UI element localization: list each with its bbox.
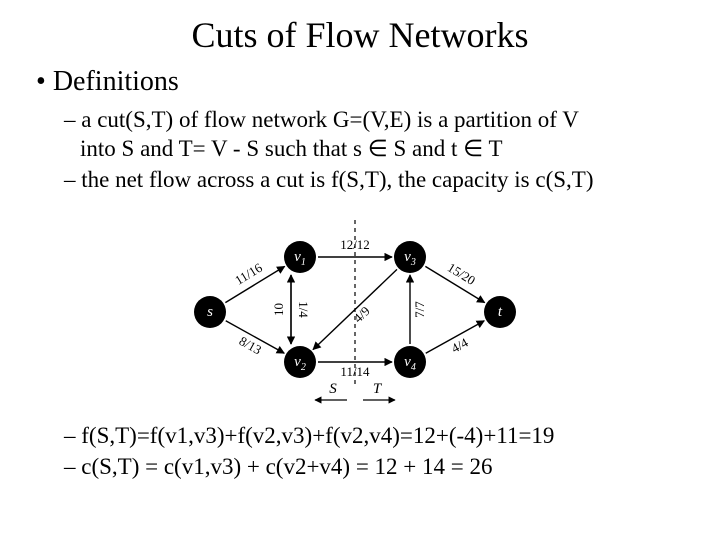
svg-text:s: s bbox=[207, 304, 213, 320]
flow-network-diagram: 11/168/1312/12101/411/144/97/715/204/4sv… bbox=[30, 212, 690, 412]
svg-text:8/13: 8/13 bbox=[237, 333, 264, 357]
svg-text:S: S bbox=[329, 381, 337, 397]
def-cut: a cut(S,T) of flow network G=(V,E) is a … bbox=[80, 106, 690, 164]
flow-equation: f(S,T)=f(v1,v3)+f(v2,v3)+f(v2,v4)=12+(-4… bbox=[80, 422, 690, 451]
svg-text:4/9: 4/9 bbox=[350, 303, 372, 325]
svg-text:7/7: 7/7 bbox=[412, 301, 427, 318]
def-cut-line1: a cut(S,T) of flow network G=(V,E) is a … bbox=[81, 107, 579, 132]
svg-text:10: 10 bbox=[271, 303, 286, 316]
svg-text:1/4: 1/4 bbox=[296, 301, 311, 318]
svg-text:4/4: 4/4 bbox=[449, 335, 471, 356]
def-netflow: the net flow across a cut is f(S,T), the… bbox=[80, 166, 690, 195]
network-svg: 11/168/1312/12101/411/144/97/715/204/4sv… bbox=[180, 212, 540, 412]
svg-text:T: T bbox=[373, 381, 383, 397]
svg-text:11/16: 11/16 bbox=[232, 260, 265, 288]
capacity-equation: c(S,T) = c(v1,v3) + c(v2+v4) = 12 + 14 =… bbox=[80, 453, 690, 482]
def-cut-line2: into S and T= V - S such that s ∈ S and … bbox=[80, 136, 503, 161]
heading-definitions: Definitions bbox=[36, 66, 690, 98]
svg-text:15/20: 15/20 bbox=[445, 260, 478, 288]
page-title: Cuts of Flow Networks bbox=[30, 14, 690, 56]
